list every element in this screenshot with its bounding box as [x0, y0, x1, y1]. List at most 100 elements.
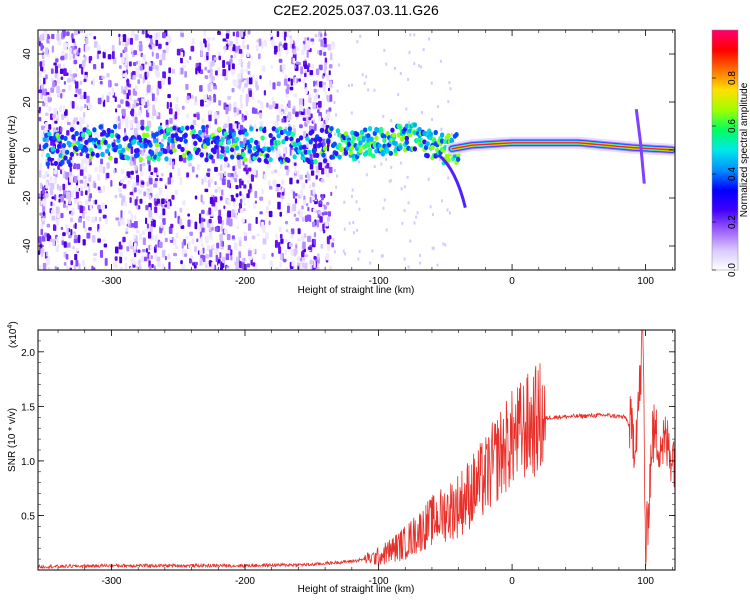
spectrogram-cell — [194, 195, 198, 200]
spectrogram-cell — [179, 177, 183, 185]
spectrogram-cell — [233, 51, 237, 59]
spectrogram-cell — [41, 125, 44, 131]
spectrogram-cell — [281, 139, 286, 145]
spectrogram-cell — [440, 127, 443, 131]
spectrogram-cell — [337, 63, 340, 67]
spectrogram-cell — [197, 66, 201, 72]
spectrogram-cell — [413, 33, 416, 37]
spectrogram-cell — [82, 139, 85, 146]
spectrogram-cell — [166, 34, 171, 41]
spectrogram-cell — [214, 205, 219, 212]
spectrogram-cell — [119, 251, 123, 257]
spectrogram-cell — [86, 232, 91, 239]
spectrogram-y-tick-label: 40 — [22, 48, 33, 60]
spectrogram-cell — [246, 263, 251, 268]
spectrogram-cell — [335, 113, 338, 117]
spectrogram-cell — [404, 139, 410, 145]
spectrogram-cell — [59, 126, 63, 133]
spectrogram-cell — [446, 157, 451, 163]
spectrogram-cell — [370, 153, 376, 159]
spectrogram-cell — [229, 173, 234, 178]
spectrogram-cell — [155, 52, 159, 59]
spectrogram-cell — [325, 173, 330, 178]
spectrogram-cell — [318, 136, 323, 143]
spectrogram-cell — [231, 63, 235, 70]
spectrogram-cell — [44, 142, 49, 148]
spectrogram-cell — [363, 81, 366, 85]
spectrogram-cell — [56, 127, 59, 131]
spectrogram-cell — [247, 70, 251, 75]
spectrogram-cell — [283, 35, 286, 41]
spectrogram-cell — [104, 204, 108, 209]
spectrogram-cell — [204, 66, 207, 71]
spectrogram-cell — [241, 257, 245, 263]
spectrogram-cell — [300, 257, 303, 262]
spectrogram-cell — [145, 125, 150, 132]
spectrogram-cell — [350, 111, 353, 115]
spectrogram-cell — [318, 155, 322, 162]
spectrogram-cell — [284, 135, 289, 142]
spectrogram-cell — [403, 185, 406, 189]
spectrogram-cell — [425, 153, 430, 159]
spectrogram-cell — [57, 165, 61, 170]
spectrogram-cell — [139, 171, 144, 177]
spectrogram-cell — [290, 228, 295, 235]
spectrogram-cell — [102, 185, 106, 193]
spectrogram-cell — [318, 100, 322, 108]
spectrogram-cell — [303, 233, 307, 238]
spectrogram-cell — [100, 62, 104, 69]
spectrogram-cell — [113, 169, 116, 174]
spectrogram-cell — [238, 161, 242, 169]
spectrogram-cell — [95, 152, 100, 158]
spectrogram-cell — [101, 202, 105, 211]
spectrogram-cell — [409, 33, 412, 37]
spectrogram-cell — [133, 50, 137, 55]
spectrogram-cell — [232, 31, 235, 37]
spectrogram-cell — [53, 107, 58, 116]
spectrogram-cell — [382, 206, 385, 210]
spectrogram-cell — [53, 176, 58, 185]
spectrogram-cell — [234, 136, 240, 143]
spectrogram-cell — [76, 121, 80, 125]
spectrogram-cell — [44, 47, 49, 56]
spectrogram-cell — [53, 160, 59, 167]
spectrogram-cell — [162, 208, 166, 216]
spectrogram-cell — [154, 69, 158, 76]
spectrogram-cell — [61, 142, 67, 149]
spectrogram-x-ticks: -300 -200 -100 0 100 — [57, 30, 673, 287]
spectrogram-cell — [280, 111, 284, 116]
spectrogram-y-tick-label: 20 — [22, 96, 33, 108]
spectrogram-cell — [138, 137, 144, 143]
spectrogram-cell — [288, 30, 291, 33]
spectrogram-cell — [146, 71, 150, 77]
spectrogram-cell — [207, 168, 211, 172]
spectrogram-cell — [322, 145, 328, 151]
spectrogram-cell — [238, 58, 242, 66]
spectrogram-cell — [158, 215, 163, 220]
spectrogram-cell — [39, 144, 42, 151]
spectrogram-cell — [220, 225, 223, 232]
snr-x-tick-label: -200 — [235, 576, 255, 587]
spectrogram-cell — [225, 106, 229, 115]
spectrogram-cell — [61, 235, 65, 241]
spectrogram-cell — [54, 266, 57, 270]
spectrogram-cell — [114, 157, 118, 164]
spectrogram-marks — [38, 30, 675, 270]
spectrogram-cell — [61, 50, 65, 56]
spectrogram-cell — [321, 75, 325, 79]
spectrogram-cell — [55, 206, 60, 214]
spectrogram-cell — [86, 46, 91, 51]
spectrogram-cell — [319, 127, 325, 133]
spectrogram-cell — [133, 112, 138, 117]
spectrogram-cell — [196, 147, 201, 153]
spectrogram-cell — [219, 252, 222, 259]
spectrogram-cell — [255, 45, 259, 52]
spectrogram-cell — [114, 96, 117, 103]
spectrogram-cell — [148, 142, 153, 148]
spectrogram-cell — [415, 215, 418, 219]
spectrogram-cell — [55, 58, 59, 63]
spectrogram-cell — [50, 183, 55, 190]
spectrogram-cell — [382, 114, 385, 118]
spectrogram-cell — [329, 80, 333, 88]
